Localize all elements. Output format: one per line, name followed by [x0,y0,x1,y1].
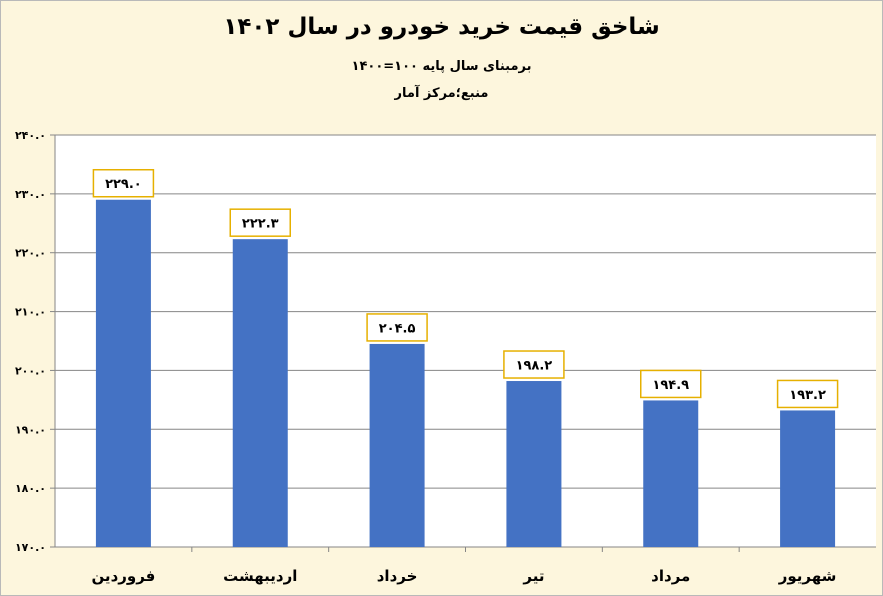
bar [369,343,425,547]
data-label: ۲۲۲.۳ [242,217,279,232]
data-label-box [92,168,155,198]
data-label-box [229,208,291,237]
x-tick-label: اردیبهشت [223,567,297,585]
bar [506,381,562,547]
chart-source: منبع؛مرکز آمار [394,86,489,101]
data-label: ۲۲۹.۰ [105,177,142,192]
x-tick-label: خرداد [377,567,418,585]
plot-area [55,135,876,547]
data-label: ۲۰۴.۵ [379,321,416,336]
y-tick-label: ۱۷۰.۰ [15,541,46,554]
x-tick-label: تیر [522,567,544,585]
y-tick-label: ۱۸۰.۰ [15,482,46,495]
y-tick-label: ۲۱۰.۰ [15,306,46,319]
bar [643,400,699,547]
y-tick-label: ۱۹۰.۰ [15,423,46,436]
bar [232,239,288,548]
x-tick-label: فروردین [91,567,155,585]
y-tick-label: ۲۲۰.۰ [15,247,46,260]
data-label-box [776,379,839,409]
x-tick-label: مرداد [651,567,690,585]
data-label-box [503,350,565,379]
y-tick-label: ۲۴۰.۰ [15,129,46,142]
chart-subtitle: برمبنای سال پایه ۱۰۰=۱۴۰۰ [351,59,532,74]
y-tick-label: ۲۰۰.۰ [15,364,46,377]
data-label: ۱۹۸.۲ [516,359,553,374]
data-label: ۱۹۴.۹ [652,378,689,393]
data-label-box [366,313,428,342]
chart-title: شاخق قیمت خرید خودرو در سال ۱۴۰۲ [223,14,660,40]
bar [95,199,151,547]
data-label: ۱۹۳.۲ [789,388,826,403]
data-label-box [640,369,702,399]
bar [780,410,836,547]
y-tick-label: ۲۳۰.۰ [15,188,46,201]
x-tick-label: شهریور [778,567,837,585]
